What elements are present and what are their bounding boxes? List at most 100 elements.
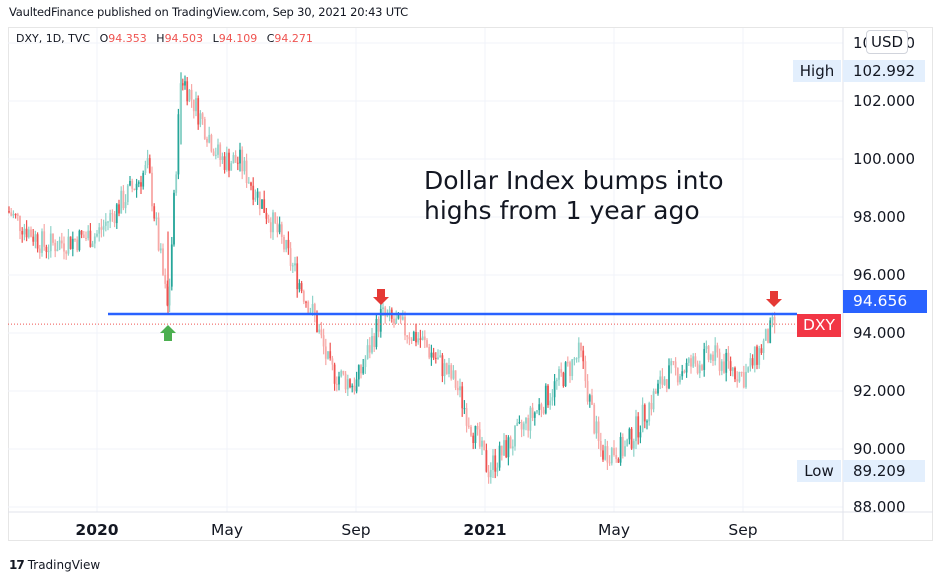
- candle-body: [555, 379, 558, 382]
- candle-body: [111, 213, 114, 215]
- candle-body: [43, 231, 46, 247]
- candle-body: [219, 144, 222, 160]
- candle-body: [140, 182, 142, 187]
- candle-body: [212, 151, 215, 156]
- candle-body: [509, 437, 512, 449]
- low-label-tag: Low: [797, 460, 841, 482]
- candle-body: [687, 358, 690, 363]
- candle-body: [692, 356, 695, 367]
- candle-body: [14, 213, 17, 215]
- candle-body: [709, 354, 712, 360]
- candle-body: [267, 218, 270, 223]
- candle-body: [604, 446, 607, 460]
- candle-body: [415, 331, 417, 343]
- candle-body: [197, 98, 200, 125]
- candle-body: [591, 395, 593, 405]
- time-axis-tick: May: [598, 521, 630, 539]
- candle-body: [441, 355, 444, 377]
- candle-body: [335, 383, 338, 385]
- candle-body: [637, 416, 640, 438]
- price-axis-tick: 94.000: [853, 324, 906, 342]
- candle-body: [377, 318, 380, 332]
- candle-body: [527, 418, 530, 431]
- candle-body: [78, 230, 81, 251]
- ohlc-legend: DXY, 1D, TVC O94.353 H94.503 L94.109 C94…: [16, 32, 313, 45]
- candle-body: [459, 386, 461, 391]
- candle-body: [703, 348, 706, 370]
- candle-body: [485, 450, 488, 472]
- candle-body: [162, 248, 164, 275]
- candle-body: [723, 361, 725, 373]
- candle-body: [705, 346, 708, 349]
- down-arrow-icon[interactable]: [766, 291, 782, 307]
- candle-body: [652, 391, 655, 410]
- open-value: 94.353: [108, 32, 147, 45]
- candle-body: [615, 454, 618, 460]
- candle-body: [544, 385, 547, 414]
- candle-body: [353, 385, 356, 392]
- candle-body: [635, 416, 637, 442]
- candle-body: [500, 445, 503, 456]
- candle-body: [505, 440, 508, 458]
- candle-body: [648, 403, 651, 422]
- chart-annotation-text[interactable]: Dollar Index bumps into highs from 1 yea…: [424, 166, 724, 226]
- candle-body: [428, 346, 431, 358]
- high-value-tag: 102.992: [843, 60, 925, 82]
- candle-body: [164, 274, 167, 284]
- candle-body: [210, 134, 213, 152]
- down-arrow-icon[interactable]: [373, 289, 389, 305]
- currency-button[interactable]: USD: [866, 30, 909, 54]
- candle-body: [291, 265, 294, 267]
- candle-body: [346, 379, 349, 390]
- candle-body: [56, 249, 59, 252]
- candle-body: [540, 404, 543, 410]
- candle-body: [243, 160, 246, 172]
- candle-body: [91, 243, 94, 247]
- candle-body: [769, 320, 772, 343]
- candle-body: [760, 348, 763, 353]
- candle-body: [474, 426, 477, 444]
- up-arrow-icon[interactable]: [160, 325, 176, 341]
- candle-body: [247, 182, 250, 184]
- candle-body: [285, 239, 288, 250]
- candle-body: [613, 448, 615, 455]
- tradingview-logo[interactable]: 17 TradingView: [9, 558, 100, 572]
- candle-body: [131, 180, 134, 189]
- candle-body: [305, 301, 307, 303]
- candle-body: [280, 224, 283, 237]
- candle-body: [670, 361, 673, 366]
- candle-body: [274, 212, 277, 223]
- low-label: L: [212, 32, 219, 45]
- candle-body: [331, 358, 334, 365]
- candle-body: [190, 89, 193, 100]
- price-axis-tick: 98.000: [853, 208, 906, 226]
- candle-body: [619, 436, 622, 463]
- candle-body: [773, 316, 776, 326]
- candle-body: [588, 395, 591, 402]
- candle-body: [54, 242, 57, 252]
- chart-frame: [8, 27, 933, 541]
- candle-body: [342, 370, 345, 374]
- candle-body: [696, 363, 699, 374]
- candle-body: [577, 342, 580, 359]
- candle-body: [382, 307, 384, 310]
- candle-body: [217, 144, 219, 155]
- candle-body: [665, 379, 668, 389]
- candle-body: [437, 357, 439, 360]
- candle-body: [234, 155, 237, 163]
- candle-body: [470, 426, 472, 436]
- candle-body: [287, 239, 290, 249]
- published-by: VaultedFinance published on TradingView.…: [9, 5, 408, 19]
- candle-body: [461, 386, 464, 409]
- candle-body: [749, 358, 752, 368]
- candle-body: [467, 425, 470, 427]
- candle-body: [621, 436, 624, 456]
- candle-body: [214, 154, 217, 156]
- candle-body: [239, 149, 241, 164]
- candle-body: [547, 385, 549, 406]
- candle-body: [701, 365, 703, 370]
- candle-body: [742, 372, 745, 388]
- candle-body: [450, 365, 453, 379]
- candle-body: [230, 163, 233, 171]
